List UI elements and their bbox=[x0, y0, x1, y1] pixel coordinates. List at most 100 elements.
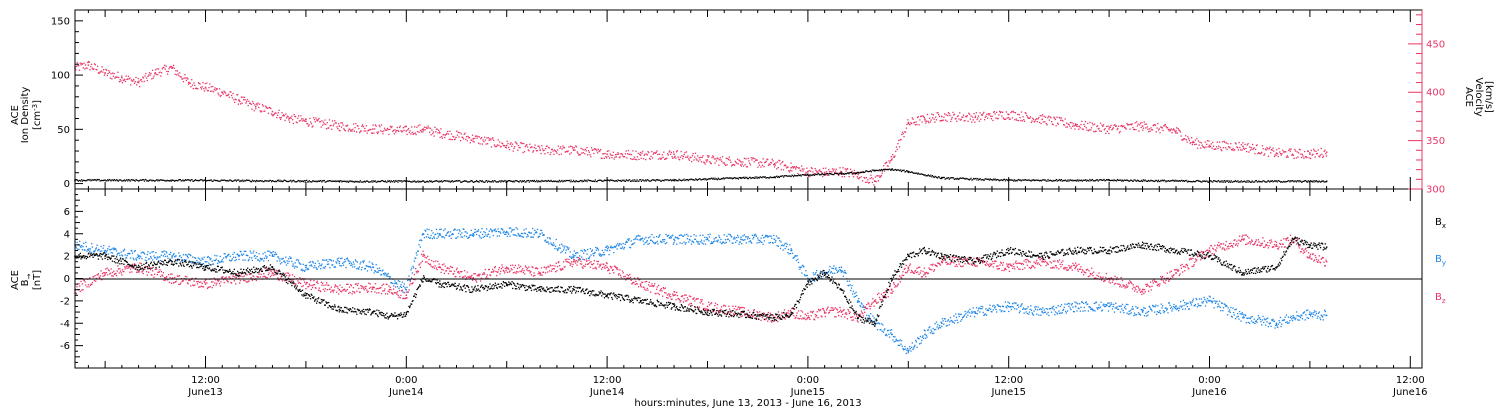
density-series-point bbox=[169, 179, 171, 181]
density-series-point bbox=[1198, 180, 1201, 182]
velocity-series-point bbox=[701, 156, 703, 159]
velocity-series-point bbox=[1300, 156, 1303, 159]
by-series-point bbox=[127, 252, 129, 255]
velocity-series-point bbox=[564, 151, 566, 153]
by-series-point bbox=[783, 245, 785, 247]
density-series-point bbox=[1196, 179, 1198, 182]
by-series-point bbox=[680, 234, 683, 236]
density-series-point bbox=[208, 179, 210, 182]
velocity-series-point bbox=[1083, 123, 1085, 126]
velocity-series-point bbox=[640, 157, 642, 159]
density-series-point bbox=[927, 174, 929, 176]
by-series-point bbox=[749, 237, 751, 240]
by-series-point bbox=[484, 232, 486, 234]
velocity-series-point bbox=[974, 115, 977, 117]
by-series-point bbox=[909, 348, 911, 350]
by-series-point bbox=[765, 234, 767, 237]
velocity-series-point bbox=[496, 145, 498, 148]
velocity-series-point bbox=[329, 125, 331, 127]
density-series-point bbox=[860, 171, 862, 174]
density-series-point bbox=[167, 180, 169, 182]
velocity-series-point bbox=[1303, 150, 1306, 153]
velocity-series-point bbox=[982, 112, 984, 115]
density-series-point bbox=[255, 181, 257, 183]
density-series-point bbox=[714, 177, 716, 179]
by-series-point bbox=[858, 301, 861, 303]
velocity-series-point bbox=[848, 175, 850, 178]
velocity-series-point bbox=[427, 125, 429, 127]
density-series-point bbox=[663, 180, 665, 182]
density-series-point bbox=[1217, 180, 1219, 182]
density-series-point bbox=[1268, 180, 1270, 182]
density-series-point bbox=[85, 180, 87, 182]
velocity-series-point bbox=[620, 153, 622, 155]
by-series-point bbox=[824, 274, 826, 276]
velocity-series-point bbox=[1266, 146, 1268, 149]
velocity-series-point bbox=[546, 145, 548, 147]
density-series-point bbox=[733, 177, 735, 179]
by-series-point bbox=[1048, 308, 1051, 310]
velocity-series-point bbox=[658, 153, 660, 155]
by-series-point bbox=[259, 260, 261, 262]
by-series-point bbox=[311, 260, 314, 263]
by-series-point bbox=[307, 268, 309, 271]
by-series-point bbox=[265, 257, 268, 259]
by-series-point bbox=[1115, 302, 1117, 304]
by-series-point bbox=[1099, 307, 1101, 309]
density-series-point bbox=[747, 178, 750, 180]
by-series-point bbox=[408, 275, 410, 277]
by-series-point bbox=[1117, 308, 1120, 310]
by-series-point bbox=[926, 336, 928, 338]
density-series-point bbox=[1095, 179, 1097, 182]
velocity-series-point bbox=[1103, 129, 1105, 131]
by-series-point bbox=[757, 239, 760, 241]
velocity-series-point bbox=[434, 126, 436, 128]
velocity-series-point bbox=[162, 66, 164, 69]
by-series-point bbox=[716, 240, 718, 242]
density-series-point bbox=[1326, 180, 1328, 182]
by-series-point bbox=[1174, 306, 1176, 308]
velocity-series-point bbox=[292, 122, 295, 125]
by-series-point bbox=[793, 256, 796, 258]
velocity-series-point bbox=[485, 143, 487, 145]
by-series-point bbox=[1168, 302, 1170, 304]
density-series-point bbox=[179, 179, 182, 181]
by-series-point bbox=[329, 267, 331, 269]
density-series-point bbox=[268, 180, 270, 182]
velocity-series-point bbox=[1212, 141, 1214, 144]
by-series-point bbox=[1151, 304, 1154, 307]
by-series-point bbox=[861, 303, 863, 305]
velocity-series-point bbox=[645, 158, 647, 161]
density-series-point bbox=[1204, 180, 1206, 183]
by-series-point bbox=[712, 242, 714, 244]
density-series-point bbox=[925, 175, 927, 177]
velocity-series-point bbox=[1224, 147, 1227, 149]
velocity-series-point bbox=[619, 156, 621, 158]
density-series-point bbox=[438, 181, 440, 183]
by-series-point bbox=[178, 252, 180, 254]
by-series-point bbox=[270, 252, 272, 254]
density-series-point bbox=[578, 180, 581, 182]
by-series-point bbox=[117, 252, 119, 255]
density-series-point bbox=[870, 171, 873, 173]
velocity-series-point bbox=[1053, 117, 1056, 119]
density-series-point bbox=[1100, 179, 1103, 181]
density-series-point bbox=[230, 180, 233, 182]
by-series-point bbox=[809, 281, 812, 283]
velocity-series-point bbox=[730, 165, 733, 167]
density-series-point bbox=[812, 173, 814, 176]
density-series-point bbox=[1116, 180, 1118, 182]
velocity-series-point bbox=[1221, 149, 1223, 152]
density-series-point bbox=[839, 172, 841, 175]
by-series-anchor-point bbox=[572, 255, 575, 257]
velocity-series-point bbox=[1215, 148, 1217, 150]
by-series-point bbox=[1081, 301, 1083, 304]
velocity-series-point bbox=[1118, 132, 1121, 134]
velocity-series-point bbox=[322, 124, 324, 126]
density-series-point bbox=[146, 180, 148, 182]
by-series-point bbox=[229, 255, 231, 258]
by-series-point bbox=[713, 238, 715, 240]
velocity-series-point bbox=[343, 128, 345, 130]
by-series-point bbox=[1047, 311, 1049, 314]
density-series-point bbox=[1069, 179, 1071, 181]
